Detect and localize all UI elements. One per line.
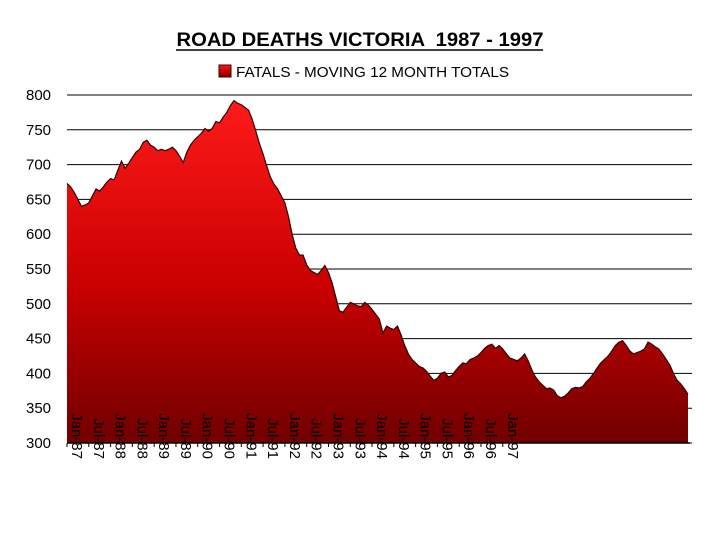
x-tick-label: Jan-91 <box>242 413 259 459</box>
x-tick-label: Jul-89 <box>177 418 194 459</box>
y-tick-label: 650 <box>26 191 51 208</box>
x-tick-label: Jan-92 <box>286 413 303 459</box>
y-tick-label: 300 <box>26 435 51 452</box>
x-tick-label: Jul-90 <box>221 418 238 459</box>
y-tick-label: 550 <box>26 261 51 278</box>
y-tick-label: 700 <box>26 157 51 174</box>
x-tick-label: Jul-92 <box>308 418 325 459</box>
x-tick-label: Jan-89 <box>155 413 172 459</box>
x-tick-label: Jul-87 <box>90 418 107 459</box>
x-tick-label: Jan-95 <box>417 413 434 459</box>
y-tick-label: 500 <box>26 296 51 313</box>
legend-label: FATALS - MOVING 12 MONTH TOTALS <box>236 64 509 81</box>
y-tick-label: 450 <box>26 331 51 348</box>
y-tick-label: 750 <box>26 122 51 139</box>
x-tick-label: Jan-88 <box>112 413 129 459</box>
x-tick-label: Jan-87 <box>68 413 85 459</box>
x-tick-label: Jul-95 <box>438 418 455 459</box>
x-tick-label: Jul-91 <box>264 418 281 459</box>
x-tick-label: Jul-94 <box>395 418 412 459</box>
y-tick-label: 350 <box>26 400 51 417</box>
x-axis-labels: Jan-87 Jul-87 Jan-88 Jul-88 Jan-89 Jul-89 Jan-… <box>66 413 521 459</box>
series-line <box>66 99 689 399</box>
legend: FATALS - MOVING 12 MONTH TOTALS <box>218 64 509 81</box>
x-tick-label: Jan-90 <box>199 413 216 459</box>
legend-swatch <box>218 64 232 78</box>
series-area <box>67 100 688 443</box>
y-axis-labels: 300 350 400 450 500 550 600 650 700 750 800 <box>26 87 51 452</box>
x-tick-label: Jul-96 <box>482 418 499 459</box>
x-tick-label: Jan-96 <box>460 413 477 459</box>
x-tick-label: Jan-93 <box>330 413 347 459</box>
y-tick-label: 800 <box>26 87 51 104</box>
x-tick-label: Jan-94 <box>373 413 390 459</box>
x-tick-label: Jul-88 <box>133 418 150 459</box>
chart-title: ROAD DEATHS VICTORIA 1987 - 1997 <box>177 30 544 51</box>
y-tick-label: 600 <box>26 226 51 243</box>
x-tick-label: Jul-93 <box>351 418 368 459</box>
y-tick-label: 400 <box>26 365 51 382</box>
x-tick-label: Jan-97 <box>504 413 521 459</box>
